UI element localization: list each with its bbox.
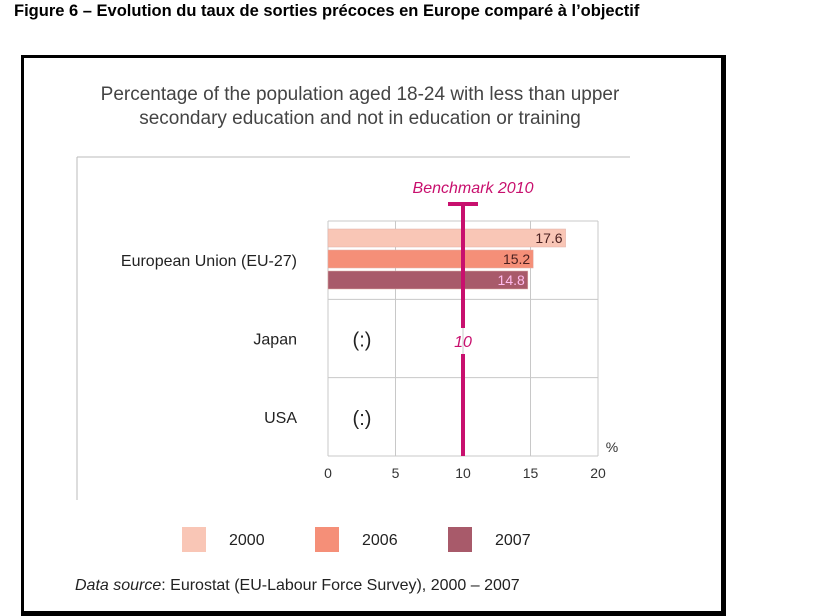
legend-label: 2007: [495, 532, 531, 549]
category-label: Japan: [253, 332, 297, 349]
bar-2000: [327, 228, 566, 248]
chart-title-line-1: Percentage of the population aged 18-24 …: [101, 84, 620, 105]
data-source: Data source: Eurostat (EU-Labour Force S…: [75, 577, 520, 594]
legend-swatch-2007: [448, 527, 472, 552]
x-tick-label: 15: [523, 465, 539, 481]
bar-value-label: 14.8: [498, 272, 525, 288]
legend-label: 2006: [362, 532, 398, 549]
category-label: European Union (EU-27): [121, 253, 297, 270]
x-unit-label: %: [606, 439, 618, 455]
category-label: USA: [264, 410, 297, 427]
legend-swatch-2006: [315, 527, 339, 552]
data-source-text: : Eurostat (EU-Labour Force Survey), 200…: [161, 577, 520, 594]
x-tick-label: 10: [455, 465, 471, 481]
bar-2007: [327, 270, 529, 290]
bar-value-label: 17.6: [535, 230, 562, 246]
legend-label: 2000: [229, 532, 265, 549]
bar-2006: [327, 249, 534, 269]
x-tick-label: 20: [590, 465, 606, 481]
legend-swatch-2000: [182, 527, 206, 552]
missing-data-label: (:): [353, 330, 372, 352]
x-tick-label: 0: [324, 465, 332, 481]
bar-value-label: 15.2: [503, 251, 530, 267]
missing-data-label: (:): [353, 408, 372, 430]
benchmark-label: Benchmark 2010: [413, 180, 534, 197]
figure-title: Figure 6 – Evolution du taux de sorties …: [14, 2, 640, 20]
x-tick-label: 5: [392, 465, 400, 481]
chart-title-line-2: secondary education and not in education…: [139, 108, 581, 129]
data-source-prefix: Data source: [75, 577, 161, 594]
chart-frame: [21, 55, 726, 616]
benchmark-value-label: 10: [454, 334, 472, 351]
